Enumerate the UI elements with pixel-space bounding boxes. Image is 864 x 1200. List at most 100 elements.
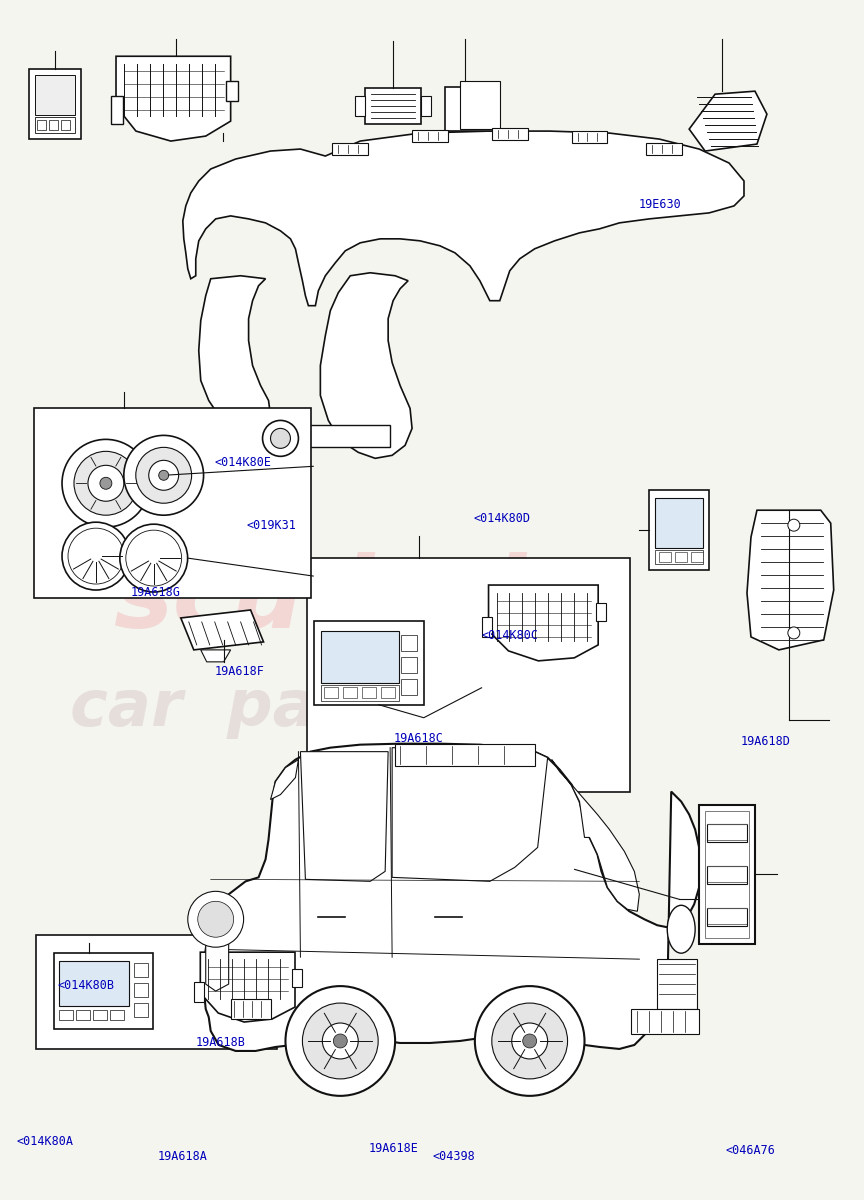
Bar xyxy=(343,686,357,697)
Circle shape xyxy=(62,439,149,527)
Bar xyxy=(37,120,47,130)
Bar xyxy=(362,686,376,697)
Bar xyxy=(59,1010,73,1020)
Bar xyxy=(321,685,399,701)
Text: <04398: <04398 xyxy=(432,1151,475,1163)
Polygon shape xyxy=(392,748,548,881)
Text: 19A618A: 19A618A xyxy=(157,1151,207,1163)
Bar xyxy=(231,1000,270,1019)
Bar xyxy=(412,130,448,142)
Text: <046A76: <046A76 xyxy=(726,1145,776,1157)
Circle shape xyxy=(88,466,124,502)
Text: <019K31: <019K31 xyxy=(247,520,296,533)
Circle shape xyxy=(334,1034,347,1048)
Circle shape xyxy=(263,420,298,456)
Bar xyxy=(705,810,749,938)
Polygon shape xyxy=(747,510,834,650)
Bar xyxy=(596,602,607,620)
Circle shape xyxy=(198,901,233,937)
Text: <014K80C: <014K80C xyxy=(482,630,539,642)
Bar xyxy=(707,908,747,926)
Bar xyxy=(226,82,238,101)
Text: <014K80B: <014K80B xyxy=(57,979,114,992)
Bar xyxy=(307,558,630,792)
Bar xyxy=(49,120,58,130)
Bar xyxy=(54,953,154,1030)
Bar xyxy=(381,686,395,697)
Text: 19A618E: 19A618E xyxy=(368,1142,418,1154)
Bar xyxy=(655,498,703,548)
Polygon shape xyxy=(551,760,639,911)
Bar xyxy=(632,1009,699,1034)
Circle shape xyxy=(136,448,192,503)
Circle shape xyxy=(302,1003,378,1079)
Bar xyxy=(646,143,683,155)
Polygon shape xyxy=(206,940,229,991)
Bar xyxy=(324,686,338,697)
Bar xyxy=(134,1003,149,1018)
Bar xyxy=(29,70,81,139)
Bar xyxy=(35,118,75,133)
Bar xyxy=(314,620,423,704)
Text: 19A618D: 19A618D xyxy=(740,734,791,748)
Text: scuderia: scuderia xyxy=(113,552,594,648)
Polygon shape xyxy=(270,760,298,799)
Circle shape xyxy=(74,451,137,515)
Circle shape xyxy=(100,478,111,490)
Polygon shape xyxy=(203,744,701,1051)
Circle shape xyxy=(511,1024,548,1058)
Bar xyxy=(134,983,149,997)
Bar xyxy=(691,552,703,562)
Ellipse shape xyxy=(667,905,696,953)
Circle shape xyxy=(149,461,179,491)
Text: 19A618G: 19A618G xyxy=(130,587,181,599)
Text: 19A618F: 19A618F xyxy=(215,665,265,678)
Bar xyxy=(707,824,747,842)
Text: 19E630: 19E630 xyxy=(638,198,682,211)
Bar xyxy=(401,656,416,673)
Polygon shape xyxy=(488,586,598,661)
Polygon shape xyxy=(200,952,295,1022)
Bar xyxy=(134,964,149,977)
Bar xyxy=(395,744,535,766)
Circle shape xyxy=(788,520,800,532)
Bar xyxy=(61,120,70,130)
Bar xyxy=(92,1010,106,1020)
Bar xyxy=(34,408,311,598)
Bar xyxy=(460,82,499,130)
Circle shape xyxy=(285,986,395,1096)
Bar xyxy=(699,804,755,944)
Circle shape xyxy=(322,1024,359,1058)
Bar xyxy=(35,76,75,115)
Text: <014K80E: <014K80E xyxy=(215,456,272,469)
Bar xyxy=(675,552,687,562)
Circle shape xyxy=(62,522,130,590)
Bar xyxy=(256,426,391,448)
Polygon shape xyxy=(116,56,231,142)
Circle shape xyxy=(270,428,290,449)
Bar xyxy=(321,631,399,683)
Polygon shape xyxy=(183,131,744,306)
Text: <014K80D: <014K80D xyxy=(473,512,530,526)
Circle shape xyxy=(124,436,204,515)
Bar xyxy=(421,96,431,116)
Bar xyxy=(194,982,204,1002)
Circle shape xyxy=(788,626,800,638)
Circle shape xyxy=(120,524,187,592)
Bar xyxy=(401,635,416,650)
Bar xyxy=(481,617,492,637)
Bar xyxy=(655,550,703,564)
Bar xyxy=(492,128,528,140)
Bar xyxy=(76,1010,90,1020)
Polygon shape xyxy=(199,276,270,436)
Bar xyxy=(111,96,123,124)
Circle shape xyxy=(523,1034,537,1048)
Polygon shape xyxy=(301,751,388,881)
Circle shape xyxy=(187,892,244,947)
Circle shape xyxy=(159,470,168,480)
Polygon shape xyxy=(200,650,231,662)
Text: 19A618C: 19A618C xyxy=(394,732,444,745)
Polygon shape xyxy=(689,91,767,151)
Bar xyxy=(35,935,277,1049)
Polygon shape xyxy=(181,610,264,650)
